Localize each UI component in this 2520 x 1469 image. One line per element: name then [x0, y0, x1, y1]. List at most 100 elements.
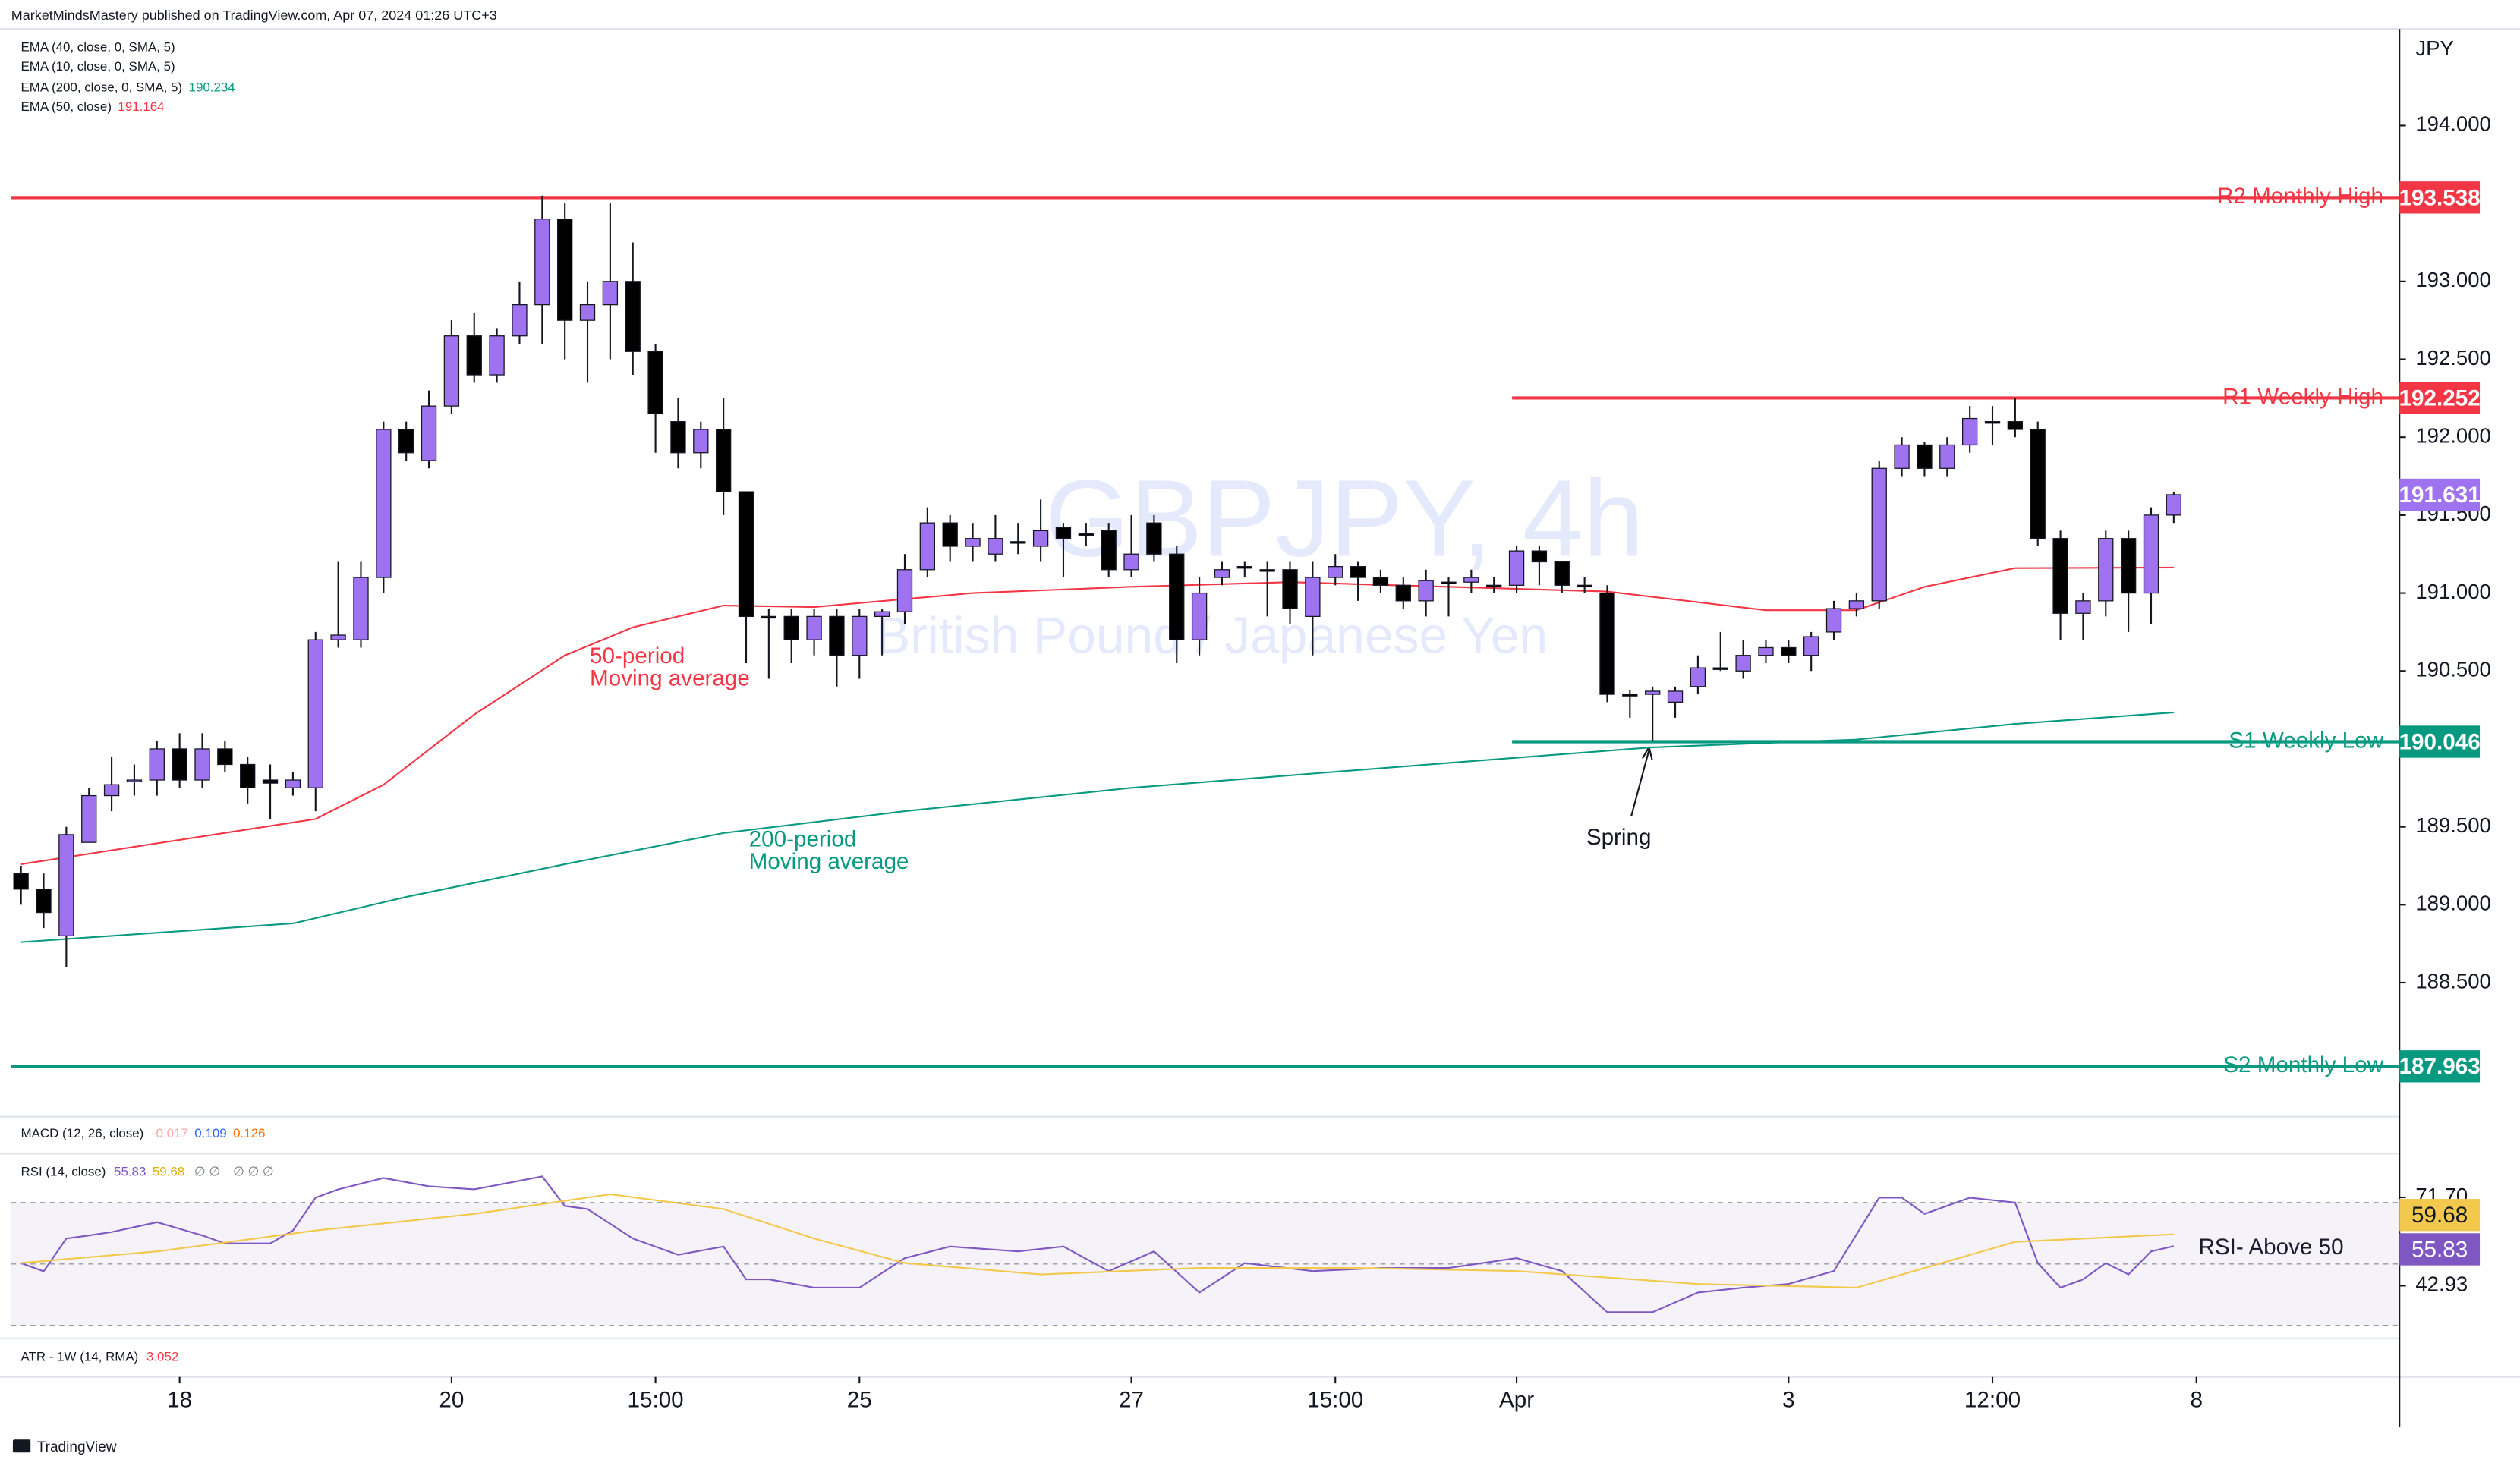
- level-label: S2 Monthly Low: [2223, 1052, 2383, 1077]
- candle-body: [2120, 538, 2137, 594]
- y-tick-label: 190.500: [2415, 658, 2490, 681]
- rsi-value: 55.83: [114, 1165, 146, 1179]
- y-tick-label: 189.500: [2415, 813, 2490, 837]
- spring-arrow: [1630, 750, 1650, 816]
- x-tick-label: 20: [439, 1387, 464, 1412]
- candle-body: [466, 335, 482, 376]
- candle-body: [421, 405, 437, 461]
- x-tick-label: 8: [2190, 1387, 2202, 1412]
- x-tick-label: 25: [847, 1387, 872, 1412]
- candle-body: [1032, 530, 1049, 547]
- level-badge-label: 190.046: [2399, 729, 2481, 754]
- candle-body: [1667, 690, 1684, 703]
- legend-name: EMA (50, close): [21, 99, 112, 114]
- candle-body: [217, 748, 233, 766]
- rsi-value: 59.68: [153, 1165, 184, 1179]
- candle-body: [1531, 550, 1548, 563]
- candle-body: [1305, 577, 1321, 618]
- candle-body: [625, 281, 641, 352]
- level-label: R1 Weekly High: [2222, 384, 2383, 409]
- candle-body: [1735, 655, 1751, 672]
- y-tick-label: 42.93: [2415, 1272, 2468, 1296]
- candle-body: [602, 281, 619, 306]
- candle-body: [1803, 636, 1819, 656]
- candle-body: [557, 219, 573, 321]
- level-label: R2 Monthly High: [2217, 184, 2383, 209]
- candle-body: [1101, 530, 1117, 571]
- macd-value: 0.109: [194, 1126, 226, 1140]
- candle-body: [285, 779, 301, 788]
- candle-body: [1395, 584, 1411, 602]
- level-badge: [2399, 725, 2481, 758]
- candle-body: [489, 335, 505, 376]
- rsi-badge-label: 59.68: [2411, 1203, 2468, 1228]
- candle-body: [670, 421, 686, 454]
- line: [20, 711, 2174, 943]
- macd-title: MACD (12, 26, close): [21, 1126, 144, 1140]
- candle-body: [693, 429, 709, 454]
- candle-body: [1463, 577, 1479, 583]
- candle-body: [443, 335, 460, 407]
- candle-body: [534, 219, 550, 306]
- pane-title: MACD (12, 26, close) -0.017 0.109 0.126: [21, 1126, 266, 1140]
- level-badge: [2399, 1050, 2481, 1083]
- y-tick-label: 189.000: [2415, 892, 2490, 915]
- candle-body: [647, 351, 663, 415]
- legend-entry: EMA (200, close, 0, SMA, 5) 190.234: [21, 80, 235, 95]
- candle-body: [512, 304, 528, 337]
- candle-body: [1236, 566, 1252, 569]
- legend-name: EMA (40, close, 0, SMA, 5): [21, 40, 175, 55]
- y-tick-label: 192.000: [2415, 423, 2490, 447]
- candle-body: [2007, 421, 2024, 430]
- level-badge-label: 187.963: [2399, 1054, 2481, 1079]
- pane-title: RSI (14, close) 55.83 59.68 ∅ ∅ ∅ ∅ ∅: [21, 1165, 274, 1179]
- candle-body: [376, 429, 392, 578]
- candle-body: [1214, 569, 1230, 578]
- rsi-extra: ∅ ∅: [194, 1165, 220, 1179]
- candle-body: [1078, 533, 1094, 536]
- candle-body: [1848, 600, 1865, 609]
- rsi-badge: [2399, 1233, 2481, 1266]
- logo: [12, 1439, 31, 1453]
- atr-value: 3.052: [146, 1350, 178, 1364]
- y-tick-label: 194.000: [2415, 112, 2490, 136]
- candle-body: [1486, 584, 1502, 588]
- candle-body: [1825, 608, 1842, 633]
- candle-body: [330, 634, 346, 640]
- candle-body: [194, 748, 210, 781]
- candle-body: [829, 615, 845, 656]
- macd-value: -0.017: [152, 1126, 188, 1140]
- y-tick-label: 191.000: [2415, 580, 2490, 603]
- legend-entry: EMA (10, close, 0, SMA, 5): [21, 59, 175, 74]
- candle-body: [715, 429, 732, 492]
- candle-body: [149, 748, 165, 781]
- candle-body: [1984, 421, 2001, 424]
- legend-name: EMA (10, close, 0, SMA, 5): [21, 59, 175, 74]
- candle-body: [1146, 522, 1162, 555]
- candle-body: [1599, 592, 1615, 695]
- rsi-title: RSI (14, close): [21, 1165, 106, 1179]
- candle-body: [738, 491, 754, 618]
- candle-body: [1894, 444, 1910, 469]
- candle-body: [1328, 566, 1343, 578]
- line: [20, 566, 2174, 865]
- candle-body: [103, 784, 120, 797]
- rsi-extra: ∅ ∅ ∅: [233, 1165, 274, 1179]
- candle-body: [1917, 444, 1933, 469]
- x-tick-label: 27: [1119, 1387, 1144, 1412]
- candle-body: [1010, 541, 1026, 544]
- candle-body: [1622, 694, 1638, 697]
- candle-body: [783, 615, 799, 640]
- candle-body: [2030, 429, 2046, 539]
- legend-entry: EMA (50, close) 191.164: [21, 99, 165, 114]
- candle-body: [1577, 584, 1592, 588]
- annotation: Moving average: [590, 666, 750, 691]
- x-tick-label: 12:00: [1964, 1387, 2021, 1412]
- footer: TradingView: [37, 1439, 117, 1455]
- candle-body: [1645, 690, 1661, 695]
- candle-body: [1508, 550, 1525, 586]
- candle-body: [262, 779, 279, 784]
- candle-body: [1871, 467, 1887, 602]
- candle-body: [240, 763, 256, 788]
